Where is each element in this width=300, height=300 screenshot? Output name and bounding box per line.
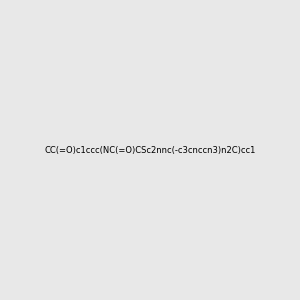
Text: CC(=O)c1ccc(NC(=O)CSc2nnc(-c3cnccn3)n2C)cc1: CC(=O)c1ccc(NC(=O)CSc2nnc(-c3cnccn3)n2C)… xyxy=(44,146,256,154)
